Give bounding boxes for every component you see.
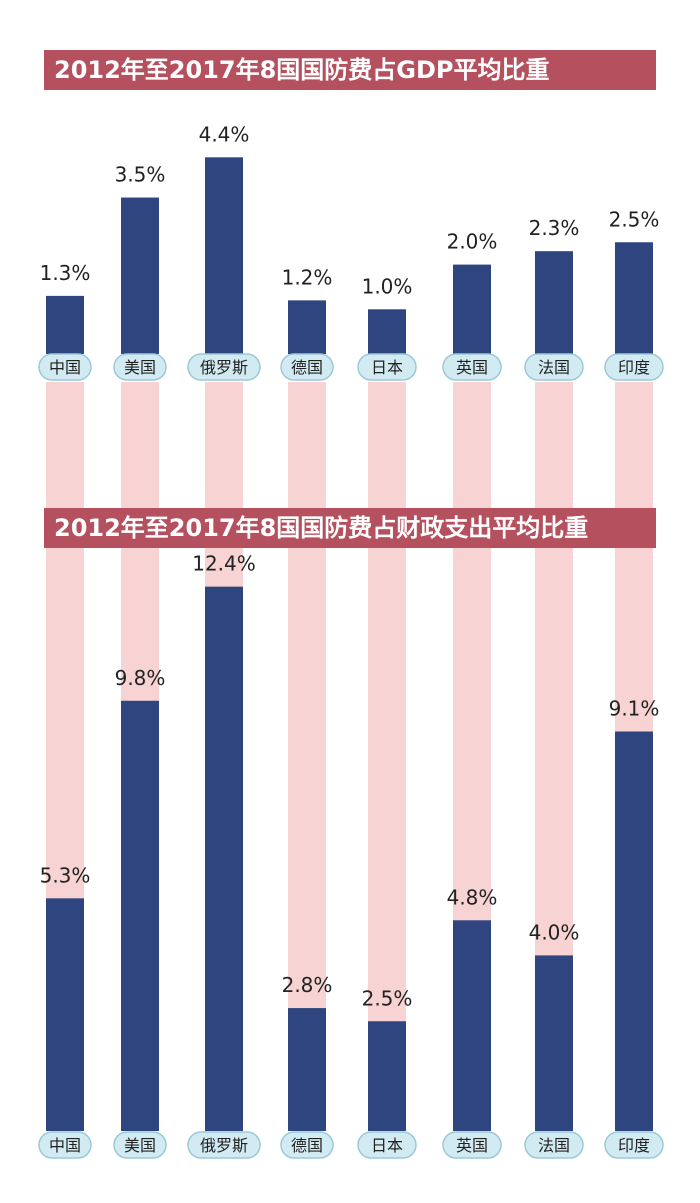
fiscal-bar [453, 920, 491, 1131]
gdp-bar [453, 264, 491, 354]
fiscal-category-pill [187, 1131, 261, 1159]
gdp-bar [205, 157, 243, 354]
fiscal-category-label: 印度 [618, 1136, 650, 1155]
chart-title-fiscal: 2012年至2017年8国国防费占财政支出平均比重 [44, 508, 656, 548]
gdp-category-pill [38, 353, 92, 381]
gdp-value-label: 2.5% [609, 207, 660, 231]
fiscal-category-label: 日本 [371, 1136, 403, 1155]
gdp-value-label: 3.5% [115, 163, 166, 187]
chart-title-gdp: 2012年至2017年8国国防费占GDP平均比重 [44, 50, 656, 90]
gdp-category-label: 德国 [291, 358, 323, 377]
gdp-category-pill [604, 353, 664, 381]
gdp-bar [46, 295, 84, 354]
fiscal-category-pill [113, 1131, 167, 1159]
fiscal-category-label: 中国 [49, 1136, 81, 1155]
fiscal-category-pill [524, 1131, 584, 1159]
gdp-value-label: 1.2% [282, 265, 333, 289]
gdp-category-pill [524, 353, 584, 381]
column-background [368, 382, 406, 1131]
gdp-category-label: 日本 [371, 358, 403, 377]
gdp-value-label: 4.4% [199, 122, 250, 146]
gdp-category-label: 美国 [124, 358, 156, 377]
fiscal-value-label: 2.5% [362, 986, 413, 1010]
gdp-category-label: 印度 [618, 358, 650, 377]
fiscal-value-label: 4.0% [529, 920, 580, 944]
fiscal-value-label: 9.1% [609, 697, 660, 721]
fiscal-category-pill [442, 1131, 502, 1159]
gdp-category-label: 中国 [49, 358, 81, 377]
gdp-bar [121, 197, 159, 354]
fiscal-category-label: 英国 [456, 1136, 488, 1155]
fiscal-category-label: 法国 [538, 1136, 570, 1155]
gdp-category-label: 法国 [538, 358, 570, 377]
fiscal-category-pill [38, 1131, 92, 1159]
gdp-category-pill [280, 353, 334, 381]
gdp-category-label: 俄罗斯 [200, 358, 248, 377]
fiscal-bar [121, 700, 159, 1131]
fiscal-value-label: 5.3% [40, 863, 91, 887]
fiscal-bar [205, 586, 243, 1131]
fiscal-category-label: 俄罗斯 [200, 1136, 248, 1155]
fiscal-category-pill [280, 1131, 334, 1159]
gdp-category-label: 英国 [456, 358, 488, 377]
fiscal-category-pill [357, 1131, 417, 1159]
gdp-category-pill [442, 353, 502, 381]
gdp-bar [368, 309, 406, 354]
fiscal-bar [615, 731, 653, 1131]
fiscal-category-pill [604, 1131, 664, 1159]
fiscal-bar [535, 955, 573, 1131]
gdp-bar [288, 300, 326, 354]
gdp-category-pill [357, 353, 417, 381]
gdp-bar [535, 251, 573, 354]
fiscal-value-label: 2.8% [282, 973, 333, 997]
gdp-value-label: 2.3% [529, 216, 580, 240]
gdp-value-label: 1.0% [362, 274, 413, 298]
gdp-value-label: 1.3% [40, 261, 91, 285]
fiscal-bar [368, 1021, 406, 1131]
gdp-value-label: 2.0% [447, 230, 498, 254]
fiscal-bar [288, 1008, 326, 1131]
fiscal-category-label: 德国 [291, 1136, 323, 1155]
gdp-category-pill [187, 353, 261, 381]
fiscal-value-label: 4.8% [447, 885, 498, 909]
fiscal-value-label: 9.8% [115, 666, 166, 690]
fiscal-bar [46, 898, 84, 1131]
column-background [288, 382, 326, 1131]
gdp-category-pill [113, 353, 167, 381]
gdp-bar [615, 242, 653, 354]
fiscal-value-label: 12.4% [192, 552, 256, 576]
fiscal-category-label: 美国 [124, 1136, 156, 1155]
